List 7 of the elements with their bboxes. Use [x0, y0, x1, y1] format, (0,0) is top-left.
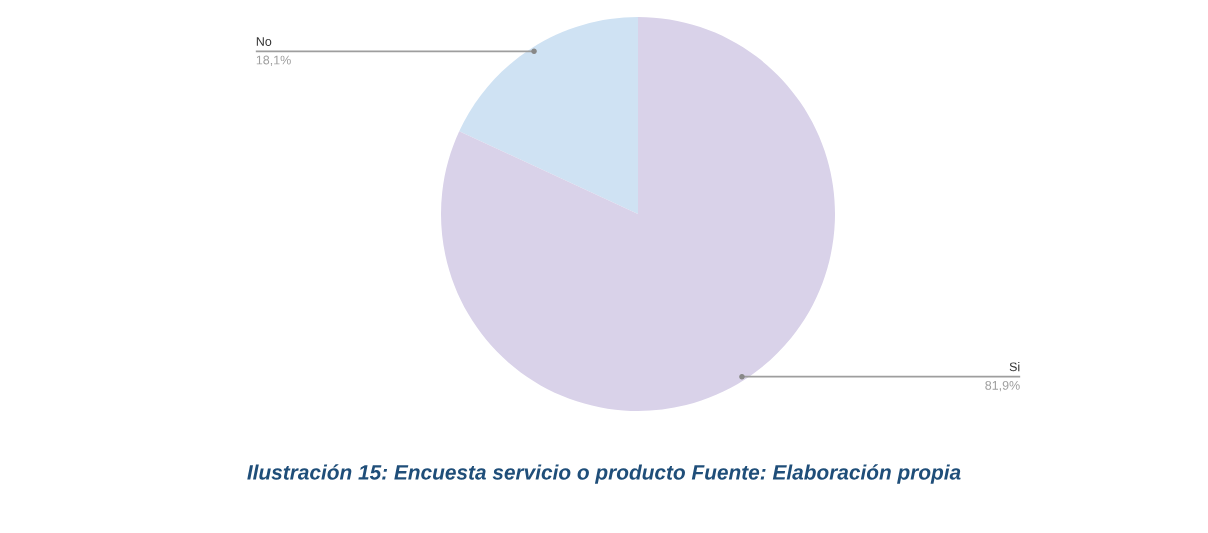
slice-label: No — [256, 37, 272, 46]
data-label: 18,1% — [256, 55, 291, 66]
pie-slice — [441, 17, 835, 411]
pie-slice — [459, 17, 638, 214]
slice-label: Si — [1009, 362, 1020, 372]
text: Ilustración 15: Encuesta servicio o producto Fuente: Elaboración propia — [247, 464, 961, 484]
data-label: 81,9% — [985, 380, 1020, 392]
